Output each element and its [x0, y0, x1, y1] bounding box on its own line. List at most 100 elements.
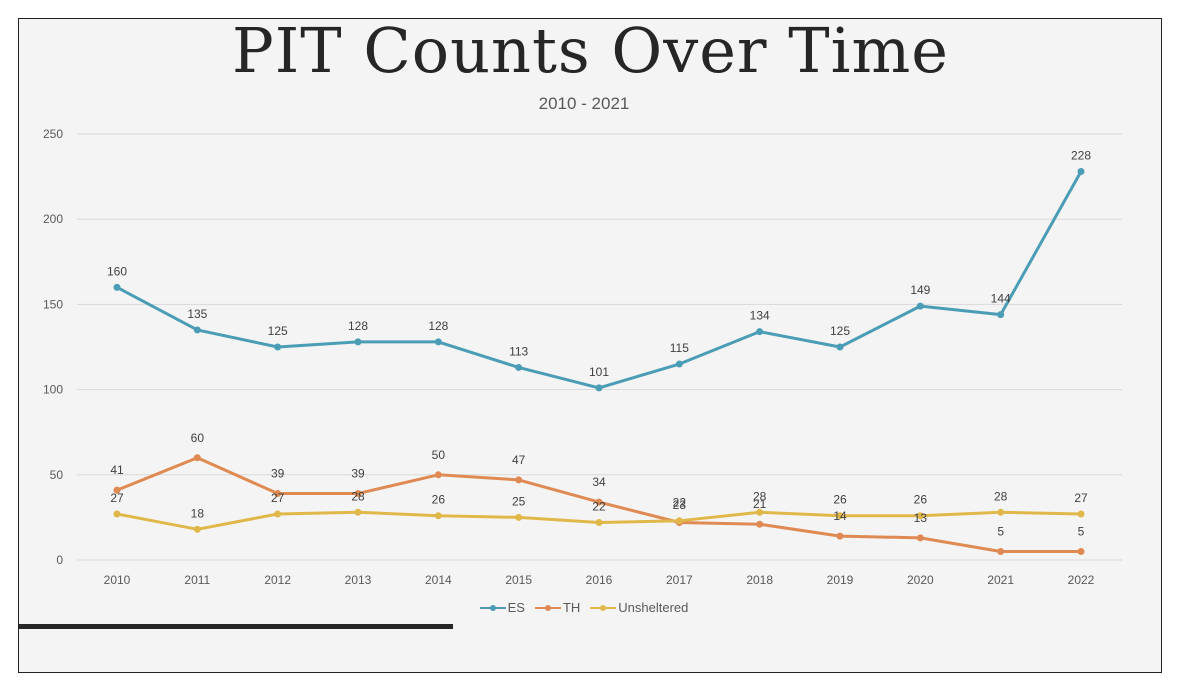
- data-point-es: [1077, 167, 1085, 175]
- data-point-es: [354, 338, 362, 346]
- data-point-th: [997, 547, 1005, 555]
- data-label-unsheltered: 18: [191, 506, 205, 520]
- x-tick-label: 2016: [586, 573, 613, 587]
- data-point-th: [354, 490, 362, 498]
- data-point-th: [836, 532, 844, 540]
- data-label-es: 149: [910, 283, 930, 297]
- x-tick-label: 2011: [184, 573, 210, 587]
- x-tick-label: 2013: [345, 573, 372, 587]
- x-tick-label: 2022: [1068, 573, 1095, 587]
- data-point-es: [274, 343, 282, 351]
- data-label-th: 14: [833, 509, 847, 523]
- data-label-th: 60: [191, 431, 205, 445]
- data-label-th: 39: [351, 467, 365, 481]
- legend-swatch-es: [479, 602, 506, 614]
- legend-label-unsheltered: Unsheltered: [618, 600, 689, 615]
- data-label-es: 125: [830, 324, 850, 338]
- data-point-th: [434, 471, 442, 479]
- x-tick-label: 2019: [827, 573, 854, 587]
- data-label-es: 113: [509, 344, 528, 358]
- data-label-es: 128: [348, 319, 368, 333]
- data-point-th: [1077, 547, 1085, 555]
- data-label-th: 47: [512, 453, 526, 467]
- data-point-th: [193, 454, 201, 462]
- data-point-es: [916, 302, 924, 310]
- data-point-th: [916, 534, 924, 542]
- data-label-es: 160: [107, 264, 127, 278]
- data-point-unsheltered: [675, 517, 683, 525]
- x-tick-label: 2012: [264, 573, 291, 587]
- data-point-es: [434, 338, 442, 346]
- data-label-th: 34: [592, 475, 606, 489]
- x-tick-label: 2020: [907, 573, 934, 587]
- x-tick-label: 2017: [666, 573, 693, 587]
- data-label-unsheltered: 27: [271, 491, 285, 505]
- data-label-unsheltered: 23: [673, 498, 687, 512]
- data-point-unsheltered: [515, 513, 523, 521]
- chart-subtitle: 2010 - 2021: [538, 94, 630, 113]
- x-tick-label: 2015: [505, 573, 532, 587]
- y-tick-label: 150: [43, 297, 63, 311]
- data-label-unsheltered: 27: [1074, 491, 1088, 505]
- y-axis-ticks: 0 50 100 150 200 250: [43, 127, 63, 567]
- legend-item-unsheltered: Unsheltered: [590, 600, 688, 615]
- data-point-unsheltered: [916, 512, 924, 520]
- y-tick-label: 200: [43, 212, 63, 226]
- data-label-es: 125: [268, 324, 288, 338]
- legend-label-th: TH: [562, 600, 581, 615]
- data-point-th: [756, 520, 764, 528]
- data-label-th: 13: [914, 511, 928, 525]
- legend-item-es: ES: [479, 600, 525, 615]
- data-point-unsheltered: [193, 525, 201, 533]
- data-point-unsheltered: [836, 512, 844, 520]
- data-point-es: [675, 360, 683, 368]
- data-label-th: 21: [753, 497, 767, 511]
- legend-item-th: TH: [534, 600, 581, 615]
- data-label-es: 134: [750, 309, 770, 323]
- data-label-es: 115: [670, 341, 689, 355]
- data-label-es: 128: [428, 319, 448, 333]
- grid-lines: [77, 133, 1122, 561]
- data-label-unsheltered: 28: [994, 489, 1008, 503]
- chart-title: PIT Counts Over Time: [232, 14, 949, 87]
- y-tick-label: 100: [43, 383, 63, 397]
- data-label-unsheltered: 28: [753, 489, 767, 503]
- y-tick-label: 0: [56, 553, 63, 567]
- data-point-unsheltered: [113, 510, 121, 518]
- chart-frame: [18, 18, 1162, 673]
- y-tick-label: 250: [43, 127, 63, 141]
- data-label-th: 39: [271, 467, 285, 481]
- data-point-es: [756, 328, 764, 336]
- data-point-es: [836, 343, 844, 351]
- data-label-th: 50: [432, 448, 446, 462]
- data-point-unsheltered: [756, 508, 764, 516]
- data-point-unsheltered: [434, 512, 442, 520]
- data-point-unsheltered: [595, 519, 603, 527]
- accent-bar: [18, 624, 453, 629]
- data-label-es: 135: [187, 307, 207, 321]
- data-point-th: [595, 498, 603, 506]
- data-label-unsheltered: 26: [432, 493, 446, 507]
- x-tick-label: 2021: [987, 573, 1014, 587]
- data-point-es: [113, 283, 121, 291]
- legend-swatch-unsheltered: [590, 602, 617, 614]
- series-line-es: [115, 169, 1083, 390]
- data-point-unsheltered: [354, 508, 362, 516]
- data-label-es: 101: [589, 365, 609, 379]
- x-tick-label: 2018: [746, 573, 773, 587]
- data-point-es: [515, 363, 523, 371]
- data-label-es: 144: [991, 292, 1011, 306]
- data-point-es: [193, 326, 201, 334]
- data-label-unsheltered: 22: [592, 500, 606, 514]
- data-point-unsheltered: [1077, 510, 1085, 518]
- x-axis-ticks: 2010 2011 2012 2013 2014 2015 2016 2017 2018 2019…: [104, 573, 1095, 587]
- data-label-unsheltered: 26: [833, 493, 847, 507]
- data-point-unsheltered: [274, 510, 282, 518]
- data-label-th: 22: [673, 496, 687, 510]
- data-label-th: 41: [110, 463, 124, 477]
- y-tick-label: 50: [50, 468, 64, 482]
- data-point-th: [515, 476, 523, 484]
- x-tick-label: 2014: [425, 573, 452, 587]
